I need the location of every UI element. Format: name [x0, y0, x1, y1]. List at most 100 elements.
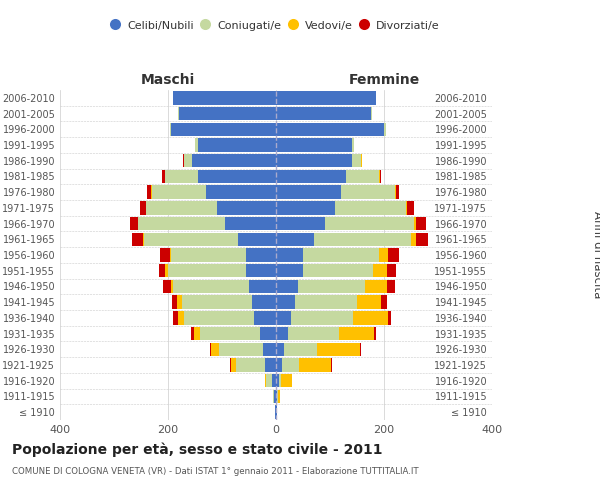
Bar: [288, 327, 339, 340]
Bar: [146, 201, 217, 214]
Bar: [198, 170, 276, 183]
Bar: [172, 296, 177, 309]
Bar: [160, 248, 170, 262]
Text: Popolazione per età, sesso e stato civile - 2011: Popolazione per età, sesso e stato civil…: [12, 442, 383, 457]
Bar: [265, 358, 276, 372]
Bar: [179, 107, 276, 120]
Bar: [200, 327, 260, 340]
Bar: [276, 138, 352, 151]
Bar: [314, 232, 411, 246]
Bar: [231, 358, 235, 372]
Bar: [276, 217, 325, 230]
Bar: [171, 248, 247, 262]
Bar: [388, 248, 399, 262]
Bar: [210, 342, 211, 356]
Bar: [382, 296, 386, 309]
Bar: [247, 264, 276, 278]
Bar: [387, 280, 395, 293]
Bar: [278, 374, 281, 388]
Bar: [163, 280, 171, 293]
Bar: [182, 296, 252, 309]
Bar: [387, 264, 397, 278]
Bar: [276, 232, 314, 246]
Bar: [380, 170, 382, 183]
Bar: [276, 201, 335, 214]
Bar: [139, 217, 225, 230]
Bar: [166, 264, 168, 278]
Bar: [252, 296, 276, 309]
Bar: [303, 248, 379, 262]
Bar: [283, 358, 299, 372]
Bar: [198, 138, 276, 151]
Bar: [238, 232, 276, 246]
Bar: [395, 186, 396, 199]
Bar: [276, 390, 277, 403]
Bar: [249, 280, 276, 293]
Bar: [195, 138, 198, 151]
Bar: [263, 342, 276, 356]
Bar: [365, 280, 387, 293]
Bar: [171, 280, 173, 293]
Bar: [260, 327, 276, 340]
Bar: [220, 342, 263, 356]
Bar: [177, 296, 182, 309]
Bar: [276, 264, 303, 278]
Bar: [170, 122, 171, 136]
Bar: [276, 170, 346, 183]
Bar: [130, 217, 138, 230]
Text: COMUNE DI COLOGNA VENETA (VR) - Dati ISTAT 1° gennaio 2011 - Elaborazione TUTTIT: COMUNE DI COLOGNA VENETA (VR) - Dati IST…: [12, 468, 419, 476]
Bar: [159, 264, 166, 278]
Bar: [166, 170, 198, 183]
Bar: [281, 374, 292, 388]
Bar: [143, 232, 144, 246]
Bar: [416, 217, 426, 230]
Bar: [284, 342, 317, 356]
Bar: [275, 406, 276, 419]
Bar: [407, 201, 414, 214]
Bar: [276, 296, 295, 309]
Text: Femmine: Femmine: [349, 73, 419, 87]
Bar: [272, 374, 276, 388]
Bar: [274, 390, 276, 403]
Bar: [254, 311, 276, 324]
Bar: [373, 264, 387, 278]
Bar: [379, 248, 388, 262]
Text: Maschi: Maschi: [141, 73, 195, 87]
Bar: [173, 311, 178, 324]
Bar: [303, 264, 373, 278]
Bar: [317, 342, 360, 356]
Bar: [230, 358, 231, 372]
Bar: [276, 91, 376, 104]
Bar: [299, 358, 331, 372]
Bar: [276, 122, 384, 136]
Bar: [339, 327, 374, 340]
Bar: [235, 358, 265, 372]
Bar: [384, 122, 386, 136]
Bar: [265, 374, 266, 388]
Bar: [194, 327, 200, 340]
Bar: [162, 170, 165, 183]
Bar: [184, 311, 254, 324]
Bar: [360, 342, 361, 356]
Bar: [346, 170, 379, 183]
Bar: [278, 390, 280, 403]
Bar: [341, 186, 395, 199]
Bar: [411, 232, 416, 246]
Bar: [276, 311, 291, 324]
Bar: [266, 374, 272, 388]
Bar: [182, 154, 184, 168]
Bar: [276, 186, 341, 199]
Bar: [152, 186, 206, 199]
Bar: [217, 201, 276, 214]
Bar: [325, 217, 414, 230]
Bar: [276, 342, 284, 356]
Bar: [173, 91, 276, 104]
Bar: [298, 280, 365, 293]
Bar: [352, 154, 361, 168]
Bar: [206, 186, 276, 199]
Bar: [276, 358, 283, 372]
Bar: [170, 248, 171, 262]
Bar: [353, 311, 388, 324]
Bar: [276, 154, 352, 168]
Text: Anni di nascita: Anni di nascita: [590, 212, 600, 298]
